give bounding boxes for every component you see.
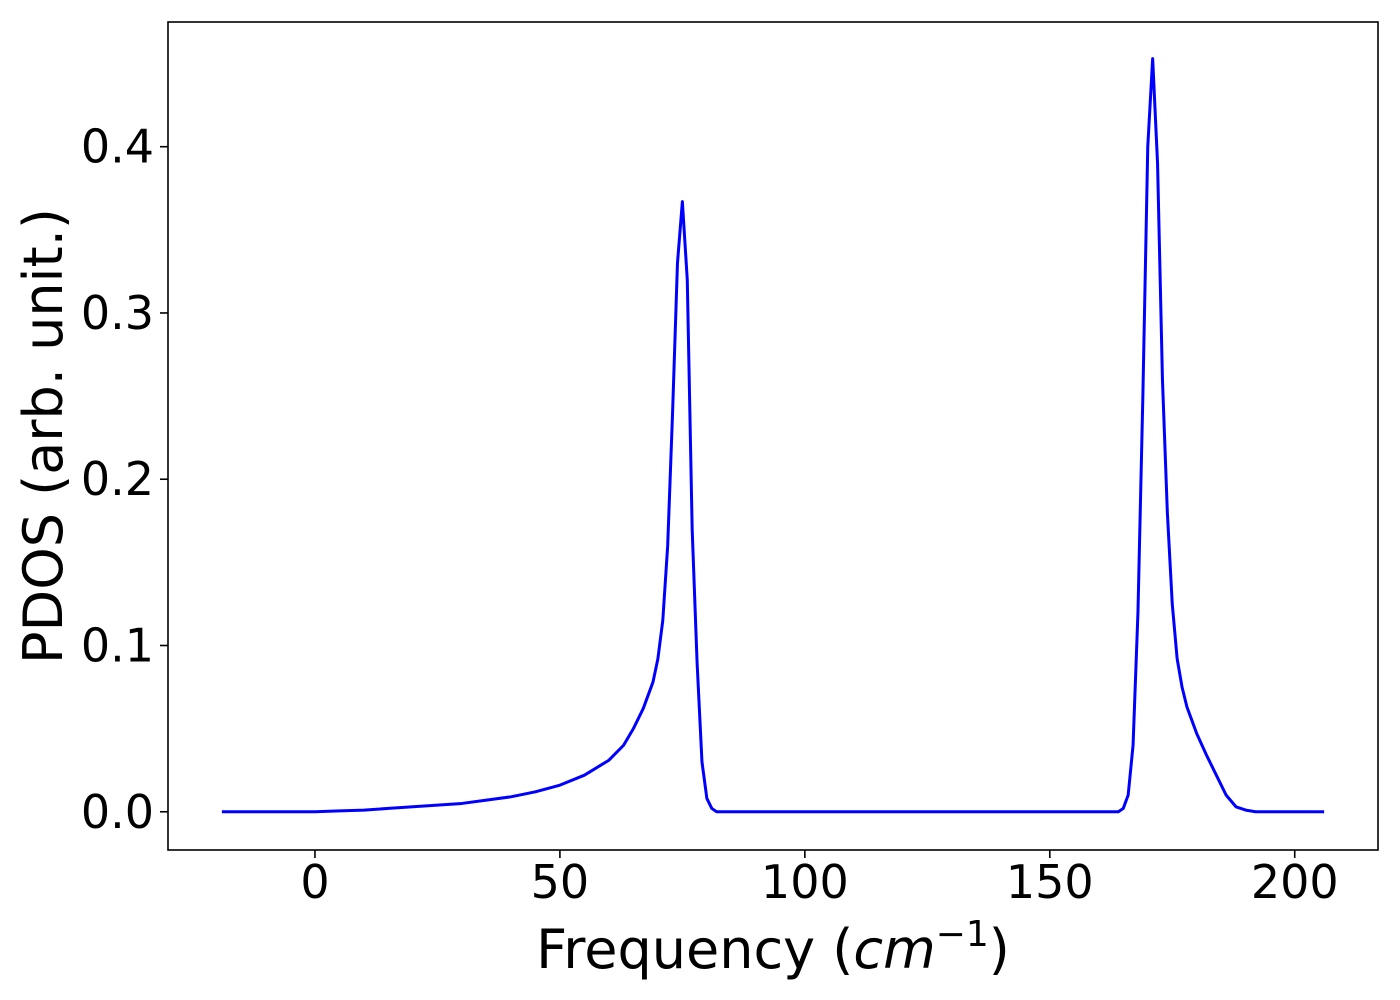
- x-axis-ticks: 0 50 100 150 200: [300, 850, 1339, 909]
- y-axis-label: PDOS (arb. unit.): [12, 208, 75, 664]
- x-axis-label-open-paren: (: [832, 918, 853, 981]
- x-axis-label: Frequency (cm−1): [536, 914, 1010, 981]
- y-tick-label: 0.0: [81, 785, 154, 839]
- plot-frame: [167, 21, 1379, 851]
- x-tick-label: 200: [1251, 855, 1339, 909]
- x-tick-label: 50: [531, 855, 590, 909]
- y-tick-label: 0.2: [81, 452, 154, 506]
- y-tick-label: 0.1: [81, 618, 154, 672]
- x-axis-label-unit: cm: [853, 918, 935, 981]
- pdos-series-line: [221, 57, 1325, 814]
- y-tick-label: 0.3: [81, 286, 154, 340]
- x-axis-label-text: Frequency: [536, 918, 832, 981]
- y-axis-ticks: 0.0 0.1 0.2 0.3 0.4: [81, 120, 168, 839]
- x-axis-label-close-paren: ): [989, 918, 1010, 981]
- x-tick-label: 100: [761, 855, 849, 909]
- x-axis-label-unit-exponent: −1: [936, 914, 989, 955]
- x-tick-label: 150: [1006, 855, 1094, 909]
- y-tick-label: 0.4: [81, 120, 154, 174]
- x-tick-label: 0: [300, 855, 329, 909]
